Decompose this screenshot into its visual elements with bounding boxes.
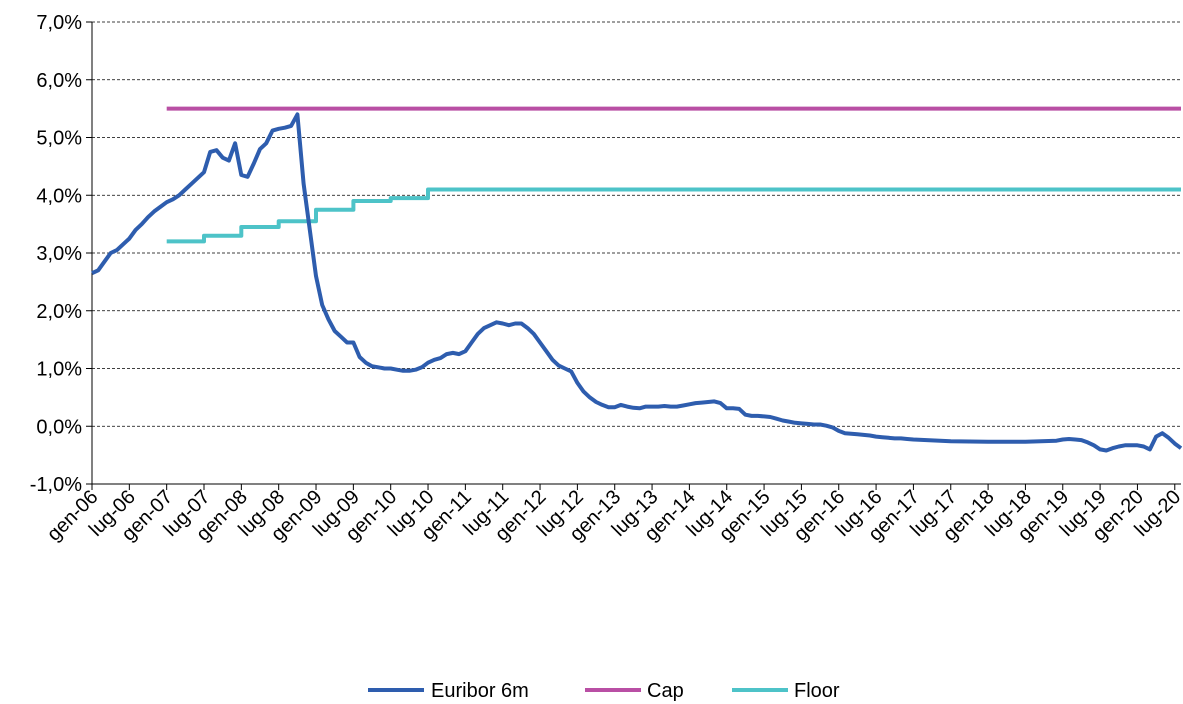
y-tick-label: 7,0% bbox=[36, 12, 82, 34]
y-tick-label: 0,0% bbox=[36, 416, 82, 438]
legend-label-cap: Cap bbox=[647, 680, 684, 702]
axes bbox=[86, 21, 1181, 490]
series-line-floor bbox=[166, 187, 1181, 244]
x-tick-labels: gen-06lug-06gen-07lug-07gen-08lug-08gen-… bbox=[43, 486, 1183, 546]
y-tick-label: 6,0% bbox=[36, 70, 82, 92]
series-line-euribor-6m bbox=[91, 112, 1183, 453]
y-tick-label: 3,0% bbox=[36, 243, 82, 265]
y-tick-label: -1,0% bbox=[30, 474, 82, 496]
gridlines bbox=[92, 21, 1181, 427]
legend: Euribor 6m Cap Floor bbox=[368, 680, 840, 702]
y-tick-label: 2,0% bbox=[36, 301, 82, 323]
y-tick-labels: -1,0% 0,0% 1,0% 2,0% 3,0% 4,0% 5,0% 6,0% 7,0% bbox=[30, 12, 82, 496]
y-tick-label: 1,0% bbox=[36, 359, 82, 381]
legend-label-floor: Floor bbox=[794, 680, 840, 702]
y-tick-label: 5,0% bbox=[36, 128, 82, 150]
series-lines bbox=[91, 106, 1183, 453]
y-tick-label: 4,0% bbox=[36, 185, 82, 207]
legend-label-euribor-6m: Euribor 6m bbox=[431, 680, 529, 702]
